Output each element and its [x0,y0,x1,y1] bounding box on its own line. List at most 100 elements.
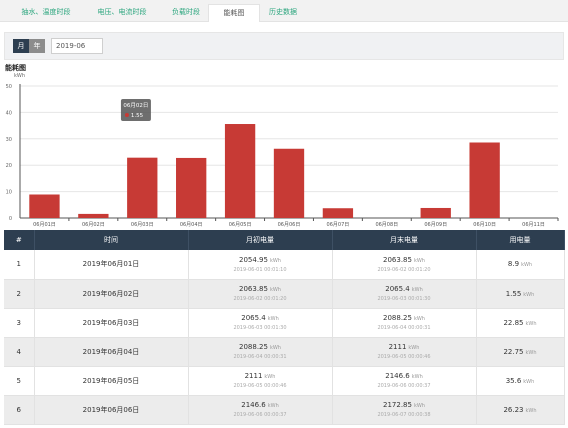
bar-7 [322,208,354,218]
start-value: 2146.6 [241,401,266,409]
start-value: 2088.25 [239,343,268,351]
table-row[interactable]: 6 2019年06月06日 2146.6 kWh 2019-06-06 00:00:37… [4,395,565,425]
row-index: 6 [4,395,35,425]
unit-label: kWh [264,374,276,380]
unit-label: kWh [411,287,423,293]
start-value: 2054.95 [239,255,268,264]
filter-toolbar: 月 年 [4,32,564,60]
bar-1 [29,194,60,218]
end-timestamp: 2019-06-04 00:00:31 [377,325,431,331]
y-tick-label: 50 [6,84,12,90]
row-end-reading: 2146.6 kWh 2019-06-06 00:00:37 [332,366,477,396]
bar-10 [469,142,500,218]
row-usage: 8.9 kWh [476,250,565,280]
row-date: 2019年06月02日 [34,279,189,309]
table-row[interactable]: 1 2019年06月01日 2054.95 kWh 2019-06-01 00:01:1… [4,250,565,280]
bar-6 [273,148,305,218]
unit-label: kWh [521,262,533,269]
row-end-reading: 2172.85 kWh 2019-06-07 00:00:38 [332,395,477,425]
col-header-start-reading: 月初电量 [188,230,333,250]
row-usage: 26.23 kWh [476,395,565,425]
date-picker-input[interactable] [51,38,103,54]
unit-label: kWh [267,403,279,409]
unit-label: kWh [413,403,425,409]
tab-bar: 抽水、温度时段 电压、电流时段 负载时段 能耗图 历史数据 [0,0,568,22]
tooltip-value: 1.55 [131,113,144,119]
start-timestamp: 2019-06-05 00:00:46 [233,383,287,389]
unit-label: kWh [413,316,425,322]
row-usage: 22.85 kWh [476,308,565,338]
unit-label: kWh [525,320,537,327]
end-value: 2146.6 [385,372,410,380]
bar-9 [420,207,451,218]
table-row[interactable]: 3 2019年06月03日 2065.4 kWh 2019-06-03 00:01:30… [4,308,565,338]
tooltip-marker [124,113,129,117]
tab-history[interactable]: 历史数据 [269,8,297,16]
x-tick-label: 06月03日 [131,222,154,228]
unit-label: kWh [269,287,281,293]
x-tick-label: 06月02日 [82,222,105,228]
month-mode-button[interactable]: 月 [13,39,29,53]
row-start-reading: 2146.6 kWh 2019-06-06 00:00:37 [188,395,333,425]
x-tick-label: 06月08日 [375,222,398,228]
table-row[interactable]: 5 2019年06月05日 2111 kWh 2019-06-05 00:00:46 21… [4,366,565,396]
row-end-reading: 2111 kWh 2019-06-05 00:00:46 [332,337,477,367]
row-index: 4 [4,337,35,367]
start-value: 2063.85 [239,285,268,293]
unit-label: kWh [525,407,537,414]
end-timestamp: 2019-06-02 00:01:20 [377,266,431,273]
row-index: 3 [4,308,35,338]
row-usage: 35.6 kWh [476,366,565,396]
table-row[interactable]: 2 2019年06月02日 2063.85 kWh 2019-06-02 00:01:2… [4,279,565,309]
row-usage: 22.75 kWh [476,337,565,367]
col-header-index: # [4,230,35,250]
table-row[interactable]: 4 2019年06月04日 2088.25 kWh 2019-06-04 00:00:3… [4,337,565,367]
row-end-reading: 2088.25 kWh 2019-06-04 00:00:31 [332,308,477,338]
y-tick-label: 0 [9,216,12,222]
bar-4 [176,157,207,218]
x-tick-label: 06月04日 [180,222,203,228]
bar-2 [78,213,109,218]
row-start-reading: 2054.95 kWh 2019-06-01 00:01:10 [188,250,333,280]
row-index: 1 [4,250,35,280]
end-timestamp: 2019-06-06 00:00:37 [377,383,431,389]
y-tick-label: 10 [6,190,12,196]
unit-label: kWh [523,291,535,298]
unit-label: kWh [269,345,281,351]
row-start-reading: 2065.4 kWh 2019-06-03 00:01:30 [188,308,333,338]
row-end-reading: 2065.4 kWh 2019-06-03 00:01:30 [332,279,477,309]
tab-load[interactable]: 负载时段 [172,8,200,16]
row-date: 2019年06月03日 [34,308,189,338]
year-mode-button[interactable]: 年 [29,39,45,53]
tab-water-temperature[interactable]: 抽水、温度时段 [21,8,71,16]
end-value: 2111 [388,343,407,351]
start-timestamp: 2019-06-06 00:00:37 [233,412,287,418]
x-tick-label: 06月10日 [473,222,496,228]
usage-value: 26.23 [503,405,524,414]
start-timestamp: 2019-06-04 00:00:31 [233,354,287,360]
tab-energy-chart[interactable]: 能耗图 [208,4,260,22]
energy-bar-chart: kWh 0 10 20 30 40 50 06月01日 06月02日 06月03日 06月04日 06… [6,73,559,228]
tooltip-category: 06月02日 [123,102,148,109]
row-index: 5 [4,366,35,396]
unit-label: kWh [523,378,535,385]
usage-value: 22.75 [503,347,524,356]
row-date: 2019年06月05日 [34,366,189,396]
usage-value: 1.55 [505,289,522,298]
row-date: 2019年06月04日 [34,337,189,367]
row-start-reading: 2088.25 kWh 2019-06-04 00:00:31 [188,337,333,367]
unit-label: kWh [408,345,420,351]
row-index: 2 [4,279,35,309]
end-value: 2063.85 [383,255,412,264]
end-value: 2172.85 [383,401,412,409]
start-value: 2111 [244,372,263,380]
x-tick-label: 06月05日 [229,222,252,228]
end-value: 2065.4 [385,285,410,293]
end-value: 2088.25 [383,314,412,322]
tab-voltage-current[interactable]: 电压、电流时段 [97,8,147,16]
y-tick-label: 20 [6,163,12,169]
start-timestamp: 2019-06-02 00:01:20 [233,296,287,302]
bar-3 [127,157,158,218]
unit-label: kWh [269,257,281,264]
x-tick-label: 06月06日 [278,222,301,228]
